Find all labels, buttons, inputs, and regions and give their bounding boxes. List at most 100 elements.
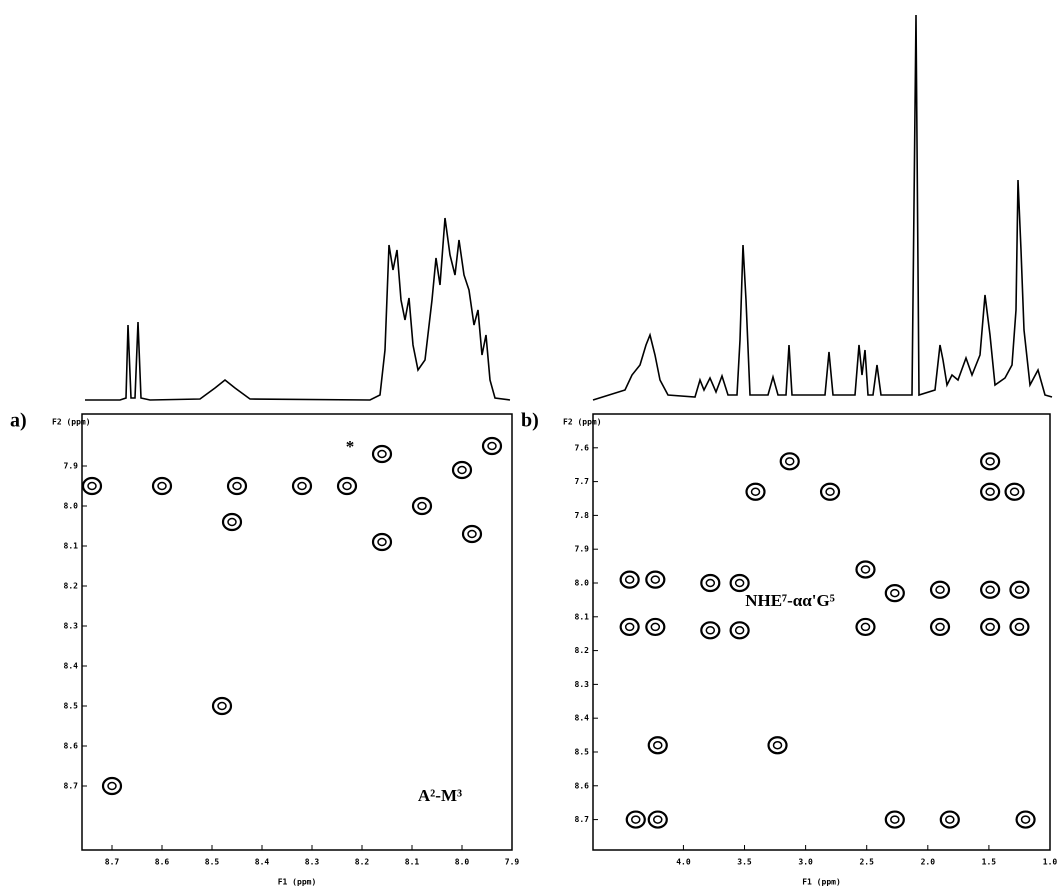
x-tick-label: 1.5	[982, 858, 997, 867]
contour-ring	[985, 585, 995, 595]
cross-peak	[884, 810, 905, 829]
cross-peak	[745, 482, 766, 501]
x-tick-label: 8.7	[105, 858, 120, 867]
y-tick-label: 8.0	[64, 502, 79, 511]
cross-peak	[411, 496, 433, 516]
cross-peak	[729, 573, 750, 593]
contour-ring	[772, 740, 783, 750]
contour-ring	[1014, 585, 1025, 595]
spectrum-1d	[85, 217, 511, 401]
cross-peak	[855, 560, 876, 579]
x-tick-label: 3.0	[798, 858, 813, 867]
cross-peak	[291, 476, 313, 496]
cross-peak	[451, 460, 473, 480]
cross-peak	[211, 696, 233, 716]
cross-peak	[884, 584, 905, 603]
contour-ring	[860, 622, 871, 632]
cross-peak	[700, 621, 721, 640]
cross-peak	[1015, 810, 1036, 829]
contour-ring	[417, 501, 427, 511]
cross-peak	[371, 532, 393, 552]
contour-ring	[705, 626, 716, 635]
x-tick-label: 8.2	[355, 858, 370, 867]
cross-peak	[929, 617, 951, 637]
y-tick-label: 8.4	[64, 662, 79, 671]
cross-peak	[1009, 617, 1030, 637]
contour-ring	[107, 781, 117, 791]
x-tick-label: 2.5	[859, 858, 874, 867]
contour-ring	[377, 449, 387, 459]
contour-ring	[227, 517, 237, 527]
cross-peak	[1009, 580, 1030, 599]
contour-ring	[631, 815, 641, 824]
cross-peak	[647, 736, 668, 755]
cross-peak	[81, 476, 103, 496]
y-tick-label: 7.8	[575, 511, 590, 520]
x-axis-label: F1 (ppm)	[278, 878, 317, 887]
contour-ring	[297, 481, 307, 491]
contour-ring	[377, 537, 387, 547]
cross-peak	[1004, 482, 1025, 501]
contour-ring	[342, 481, 352, 491]
cross-peak	[729, 621, 750, 640]
y-tick-label: 8.0	[575, 578, 590, 587]
panel-label: a)	[10, 410, 27, 432]
cross-peak	[980, 482, 1001, 501]
contour-ring	[653, 740, 663, 750]
y-tick-label: 7.9	[575, 545, 590, 554]
y-tick-label: 7.9	[64, 462, 79, 471]
x-tick-label: 3.5	[737, 858, 752, 867]
cross-peak	[645, 617, 666, 637]
y-tick-label: 8.1	[64, 542, 79, 551]
cross-peak	[647, 810, 668, 829]
x-tick-label: 2.0	[921, 858, 936, 867]
contour-ring	[487, 441, 497, 451]
x-tick-label: 1.0	[1043, 858, 1058, 867]
x-tick-label: 8.3	[305, 858, 320, 867]
cross-peak	[645, 570, 666, 589]
plot-frame	[592, 413, 1051, 851]
y-tick-label: 8.2	[64, 582, 79, 591]
panel-label: b)	[521, 410, 539, 432]
cross-peak	[779, 452, 800, 471]
contour-ring	[705, 578, 716, 588]
y-tick-label: 8.5	[575, 747, 590, 756]
cross-peak	[371, 444, 393, 464]
cross-peak	[221, 512, 243, 532]
cross-peak	[929, 580, 951, 599]
contour-ring	[1014, 622, 1025, 632]
y-tick-label: 8.3	[575, 680, 590, 689]
cross-peak	[151, 476, 173, 496]
contour-ring	[457, 465, 467, 475]
y-tick-label: 8.1	[575, 612, 590, 621]
contour-ring	[650, 575, 661, 584]
cross-peak	[481, 436, 503, 456]
contour-ring	[624, 575, 635, 584]
contour-ring	[890, 815, 900, 824]
contour-ring	[985, 487, 995, 496]
y-axis-label: F2 (ppm)	[52, 418, 91, 427]
cross-peak	[980, 452, 1001, 471]
contour-ring	[467, 529, 477, 539]
cross-peak	[819, 482, 841, 501]
contour-ring	[985, 622, 995, 632]
y-tick-label: 8.6	[64, 742, 79, 751]
y-tick-label: 8.3	[64, 622, 79, 631]
cross-peak	[226, 476, 248, 496]
cross-peak	[767, 736, 788, 755]
annotation: *	[346, 437, 355, 456]
contour-ring	[650, 622, 661, 632]
x-axis-label: F1 (ppm)	[802, 878, 841, 887]
y-tick-label: 8.6	[575, 781, 590, 790]
contour-ring	[860, 565, 871, 574]
contour-ring	[87, 481, 97, 491]
x-tick-label: 8.0	[455, 858, 470, 867]
annotation: NHE⁷-αα'G⁵	[745, 591, 835, 610]
x-tick-label: 8.6	[155, 858, 170, 867]
contour-ring	[1009, 487, 1020, 496]
contour-ring	[653, 815, 663, 824]
y-tick-label: 8.2	[575, 646, 590, 655]
contour-ring	[935, 585, 945, 595]
contour-ring	[734, 578, 745, 588]
